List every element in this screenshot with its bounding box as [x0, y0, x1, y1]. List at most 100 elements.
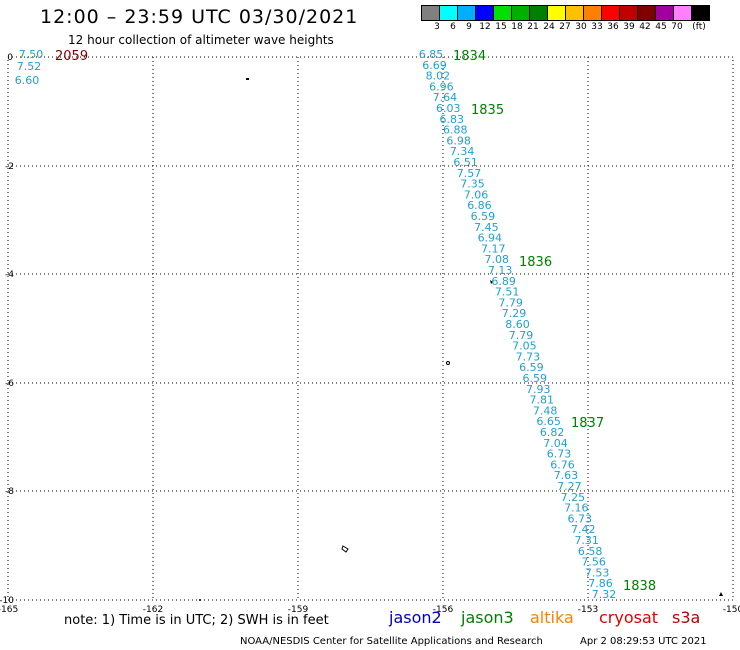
longitude-tick-label: -162 — [143, 605, 163, 615]
pass-time-label: 1836 — [519, 255, 552, 270]
wave-height-value: 7.27 — [557, 480, 582, 493]
wave-height-value: 6.88 — [443, 124, 468, 137]
scale-label: 45 — [655, 22, 667, 32]
wave-height-value: 7.48 — [533, 404, 558, 417]
scale-label: 15 — [495, 22, 507, 32]
page-subtitle: 12 hour collection of altimeter wave hei… — [68, 33, 334, 47]
wave-height-value: 6.86 — [467, 199, 492, 212]
pass-time-label: 1838 — [623, 579, 656, 594]
longitude-tick-label: -159 — [288, 605, 309, 615]
wave-height-value: 7.04 — [543, 437, 568, 450]
wave-height-value: 7.16 — [564, 502, 589, 515]
map-frame — [7, 56, 734, 601]
scale-label: 30 — [575, 22, 587, 32]
wave-height-value: 6.83 — [440, 113, 465, 126]
island-marker — [490, 280, 493, 284]
wave-height-value: 6.85 — [419, 48, 444, 61]
scale-label: 18 — [511, 22, 523, 32]
wave-height-value: 6.96 — [429, 80, 454, 93]
wave-height-value: 6.98 — [446, 134, 471, 147]
wave-height-value: 7.79 — [509, 329, 534, 342]
wave-height-value: 7.32 — [592, 588, 617, 601]
wave-height-value: 7.08 — [484, 253, 509, 266]
latitude-tick-label: -8 — [5, 487, 14, 497]
wave-height-value: 8.60 — [505, 318, 530, 331]
wave-height-value: 8.02 — [426, 70, 451, 83]
scale-label: 36 — [607, 22, 619, 32]
satellite-legend-item: jason2 — [389, 608, 442, 627]
pass-time-label: 1835 — [471, 103, 504, 118]
scale-label: 3 — [434, 22, 440, 32]
wave-height-value: 7.35 — [460, 178, 485, 191]
wave-height-value: 6.60 — [15, 74, 40, 87]
wave-height-value: 7.05 — [512, 340, 537, 353]
island-outline — [341, 545, 349, 553]
wave-height-value: 6.89 — [491, 275, 516, 288]
wave-height-value: 7.06 — [464, 188, 489, 201]
pass-time-label: 2059 — [55, 49, 88, 64]
wave-height-value: 6.59 — [519, 361, 544, 374]
island-marker — [446, 361, 450, 365]
wave-height-value: 7.29 — [502, 307, 527, 320]
wave-height-value: 7.79 — [498, 296, 523, 309]
wave-height-value: 7.42 — [571, 523, 596, 536]
scale-label: 21 — [527, 22, 539, 32]
wave-height-value: 7.17 — [481, 242, 506, 255]
scale-label: 24 — [543, 22, 555, 32]
wave-height-value: 7.31 — [574, 534, 599, 547]
longitude-tick-label: -153 — [578, 605, 598, 615]
latitude-tick-label: -4 — [5, 270, 14, 280]
scale-swatch — [691, 5, 710, 21]
page-title: 12:00 – 23:59 UTC 03/30/2021 — [40, 6, 359, 28]
wave-height-value: 6.76 — [550, 458, 575, 471]
wave-height-value: 7.53 — [585, 566, 610, 579]
wave-height-value: 7.25 — [561, 491, 586, 504]
scale-label: 42 — [639, 22, 651, 32]
wave-height-value: 6.73 — [568, 512, 593, 525]
scale-label: 27 — [559, 22, 571, 32]
wave-height-value: 6.94 — [478, 232, 503, 245]
wave-height-value: 6.59 — [523, 372, 548, 385]
longitude-tick-label: -156 — [433, 605, 454, 615]
wave-height-value: 7.50 — [19, 48, 44, 61]
island-marker — [719, 592, 723, 596]
units-note: note: 1) Time is in UTC; 2) SWH is in fe… — [64, 613, 329, 628]
wave-height-value: 6.51 — [453, 156, 478, 169]
wave-height-value: 7.64 — [433, 91, 458, 104]
scale-unit: (ft) — [692, 22, 706, 32]
credit-line: NOAA/NESDIS Center for Satellite Applica… — [240, 636, 543, 647]
wave-height-value: 6.58 — [578, 545, 603, 558]
scale-label: 39 — [623, 22, 635, 32]
latitude-tick-label: -2 — [5, 162, 14, 172]
timestamp: Apr 2 08:29:53 UTC 2021 — [580, 636, 707, 647]
wave-height-value: 6.03 — [436, 102, 461, 115]
wave-height-value: 7.73 — [516, 350, 541, 363]
satellite-legend-item: jason3 — [461, 608, 514, 627]
wave-height-value: 7.57 — [457, 167, 482, 180]
wave-height-value: 7.52 — [17, 60, 42, 73]
color-scale — [421, 5, 710, 21]
longitude-tick-label: -165 — [0, 605, 18, 615]
satellite-legend-item: s3a — [672, 608, 701, 627]
wave-height-value: 7.45 — [474, 221, 499, 234]
pass-time-label: 1837 — [571, 416, 604, 431]
wave-height-value: 6.73 — [547, 448, 572, 461]
scale-label: 6 — [450, 22, 456, 32]
wave-height-value: 7.81 — [529, 394, 554, 407]
latitude-tick-label: 0 — [7, 53, 13, 63]
pass-time-label: 1834 — [453, 49, 486, 64]
wave-height-value: 7.51 — [495, 286, 520, 299]
satellite-legend-item: cryosat — [599, 608, 659, 627]
scale-label: 70 — [671, 22, 683, 32]
scale-label: 9 — [466, 22, 472, 32]
longitude-tick-label: -150 — [723, 605, 740, 615]
island-marker — [246, 78, 249, 80]
latitude-tick-label: -6 — [5, 379, 14, 389]
wave-height-value: 6.69 — [422, 59, 447, 72]
scale-label: 33 — [591, 22, 603, 32]
wave-height-value: 7.93 — [526, 383, 551, 396]
wave-height-value: 7.86 — [588, 577, 613, 590]
wave-height-value: 7.56 — [581, 556, 606, 569]
wave-height-value: 6.65 — [536, 415, 561, 428]
